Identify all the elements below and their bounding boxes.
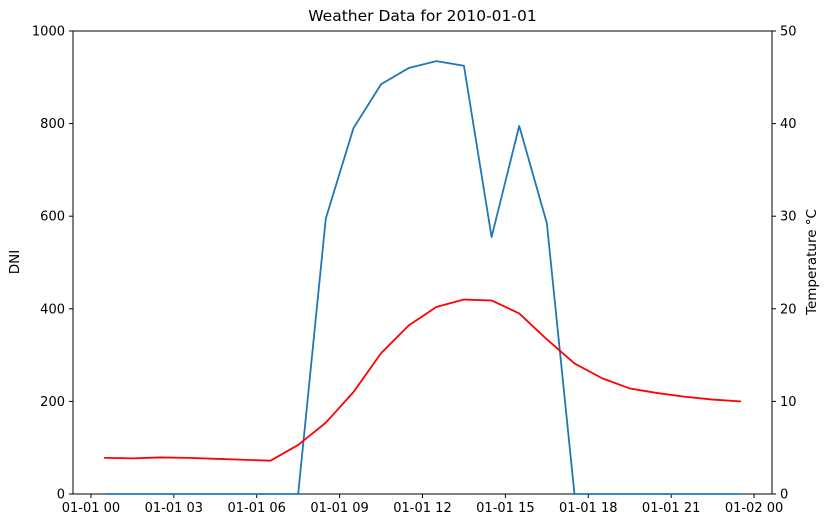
left-y-tick-label: 0 xyxy=(57,488,65,503)
x-tick-label: 01-01 09 xyxy=(310,501,368,516)
right-y-tick-label: 10 xyxy=(780,395,797,410)
x-tick-label: 01-01 12 xyxy=(393,501,451,516)
right-y-tick-label: 0 xyxy=(780,488,788,503)
left-y-tick-label: 1000 xyxy=(32,25,65,40)
x-tick-label: 01-01 21 xyxy=(642,501,700,516)
x-tick-label: 01-01 15 xyxy=(476,501,534,516)
x-tick-label: 01-01 06 xyxy=(228,501,286,516)
right-y-tick-label: 50 xyxy=(780,25,797,40)
temperature-line xyxy=(103,298,742,462)
plot-frame xyxy=(72,30,773,495)
left-y-tick-label: 200 xyxy=(40,395,65,410)
right-y-tick-label: 30 xyxy=(780,210,797,225)
chart-title: Weather Data for 2010-01-01 xyxy=(308,7,537,25)
right-y-tick-label: 40 xyxy=(780,117,797,132)
dni-line xyxy=(103,60,742,495)
x-tick-label: 01-02 00 xyxy=(725,501,783,516)
x-tick-label: 01-01 00 xyxy=(62,501,120,516)
left-y-tick-label: 600 xyxy=(40,210,65,225)
right-y-tick-label: 20 xyxy=(780,302,797,317)
x-tick-label: 01-01 03 xyxy=(145,501,203,516)
left-y-tick-label: 400 xyxy=(40,302,65,317)
x-tick-label: 01-01 18 xyxy=(559,501,617,516)
left-y-tick-label: 800 xyxy=(40,117,65,132)
